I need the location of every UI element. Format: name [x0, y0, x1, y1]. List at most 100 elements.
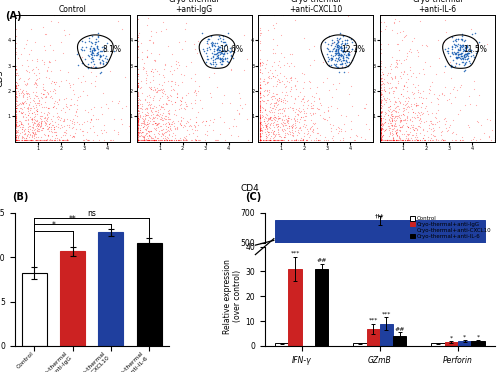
Point — [140, 119, 147, 125]
Point — [324, 137, 332, 143]
Point — [24, 124, 32, 130]
Point — [166, 68, 174, 74]
Point — [404, 136, 411, 142]
Point — [334, 46, 342, 52]
Point — [281, 130, 289, 136]
Point — [432, 71, 440, 77]
Point — [256, 116, 264, 122]
Point — [290, 125, 298, 131]
Point — [157, 103, 165, 109]
Point — [134, 111, 142, 117]
Point — [28, 137, 36, 143]
Point — [385, 108, 393, 114]
Point — [390, 121, 398, 127]
Point — [338, 54, 346, 60]
Point — [460, 55, 468, 61]
Point — [218, 45, 226, 51]
Point — [82, 136, 90, 142]
Point — [443, 128, 451, 134]
Point — [275, 79, 283, 85]
Point — [164, 135, 172, 141]
Point — [18, 87, 26, 93]
Point — [342, 57, 349, 63]
Point — [226, 48, 234, 54]
Point — [90, 47, 98, 53]
Point — [64, 136, 72, 142]
Title: Cryo-thermal
+anti-IL-6: Cryo-thermal +anti-IL-6 — [412, 0, 463, 14]
Point — [412, 102, 420, 108]
Point — [286, 77, 294, 83]
Point — [226, 49, 234, 55]
Point — [102, 55, 110, 61]
Point — [274, 137, 282, 143]
Point — [394, 133, 402, 139]
Point — [258, 104, 266, 110]
Point — [449, 57, 457, 63]
Point — [430, 132, 438, 138]
Point — [16, 51, 24, 57]
Point — [126, 92, 134, 97]
Point — [22, 137, 30, 143]
Point — [333, 42, 341, 48]
Point — [378, 118, 386, 124]
Point — [466, 137, 474, 143]
Point — [456, 137, 464, 143]
Point — [18, 89, 26, 95]
Point — [256, 92, 264, 97]
Text: (C): (C) — [245, 192, 261, 202]
Point — [260, 118, 268, 124]
Point — [33, 108, 41, 114]
Point — [392, 137, 400, 142]
Point — [213, 47, 221, 53]
Point — [386, 61, 394, 67]
Point — [36, 122, 44, 128]
Point — [276, 106, 283, 112]
Point — [62, 122, 70, 128]
Point — [20, 78, 28, 84]
Point — [380, 71, 388, 77]
Point — [449, 51, 457, 57]
Point — [380, 81, 388, 87]
Point — [399, 137, 407, 143]
Point — [136, 130, 143, 136]
Point — [92, 39, 100, 45]
Point — [403, 137, 411, 143]
Point — [332, 44, 340, 50]
Point — [144, 53, 152, 59]
Point — [241, 101, 249, 107]
Point — [426, 62, 434, 68]
Point — [390, 128, 398, 134]
Point — [84, 52, 92, 58]
Point — [450, 86, 458, 92]
Point — [392, 99, 400, 105]
Point — [12, 49, 20, 55]
Point — [44, 125, 52, 131]
Point — [32, 64, 40, 70]
Point — [272, 78, 280, 84]
Point — [34, 77, 42, 83]
Bar — [288, 269, 302, 346]
Point — [292, 86, 300, 92]
Point — [392, 12, 400, 18]
Point — [220, 39, 228, 45]
Point — [381, 64, 389, 70]
Point — [388, 75, 396, 81]
Point — [378, 115, 386, 121]
Point — [208, 39, 216, 45]
Point — [12, 129, 20, 135]
Point — [265, 87, 273, 93]
Point — [438, 128, 446, 134]
Point — [289, 105, 297, 111]
Point — [95, 137, 103, 143]
Point — [264, 27, 272, 33]
Point — [148, 68, 156, 74]
Point — [84, 109, 92, 115]
Point — [78, 44, 86, 50]
Point — [150, 137, 158, 143]
Text: †††: ††† — [375, 213, 384, 218]
Point — [97, 69, 105, 75]
Point — [256, 84, 264, 90]
Point — [148, 108, 156, 114]
Point — [388, 113, 396, 119]
Point — [12, 121, 20, 126]
